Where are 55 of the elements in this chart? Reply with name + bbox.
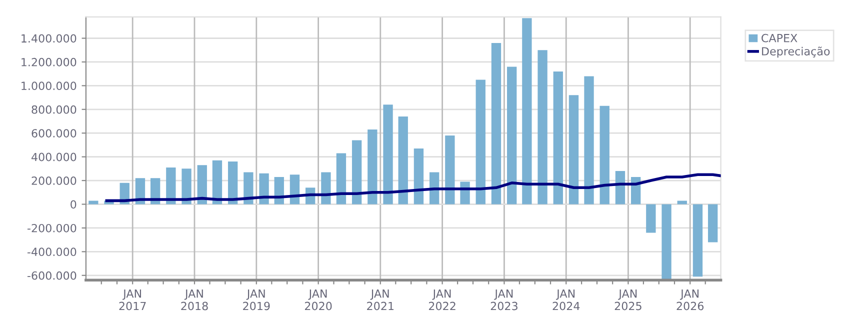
- bar: [429, 172, 440, 204]
- bar: [677, 200, 687, 204]
- bar: [491, 42, 502, 204]
- bar: [166, 167, 176, 204]
- bar: [507, 66, 517, 204]
- y-tick-label: -400.000: [28, 248, 76, 256]
- bar: [398, 116, 408, 204]
- bar: [182, 168, 192, 204]
- bar: [321, 172, 331, 204]
- bar: [414, 148, 424, 204]
- x-tick-label: JAN 2018: [181, 290, 208, 310]
- bar: [228, 162, 238, 204]
- x-tick-label: JAN 2021: [367, 290, 394, 310]
- bar: [662, 204, 672, 280]
- bar: [383, 104, 393, 204]
- bar: [692, 204, 703, 277]
- bar: [708, 204, 718, 242]
- x-tick-label: JAN 2023: [490, 290, 518, 310]
- bar: [368, 130, 378, 204]
- y-tick-label: 800.000: [32, 105, 76, 114]
- bar: [336, 153, 346, 204]
- line-series: [105, 173, 721, 202]
- y-tick-label: 1.000.000: [22, 82, 76, 90]
- y-tick-label: 0: [70, 200, 76, 209]
- bar: [244, 172, 254, 204]
- bar: [197, 165, 207, 204]
- bar: [259, 173, 269, 204]
- x-tick-label: JAN 2019: [243, 290, 270, 310]
- bar: [476, 80, 486, 204]
- y-tick-label: 1.400.000: [22, 34, 76, 43]
- bar: [522, 18, 532, 204]
- bar: [538, 50, 548, 204]
- y-tick-label: -200.000: [28, 224, 76, 232]
- legend-label: CAPEX: [762, 34, 798, 42]
- bar: [212, 160, 222, 204]
- bar: [352, 140, 362, 204]
- x-tick-label: JAN 2024: [552, 290, 580, 310]
- y-tick-label: 200.000: [32, 176, 76, 185]
- legend-label: Depreciação: [762, 46, 830, 58]
- x-tick-label: JAN 2026: [676, 290, 704, 310]
- bar: [445, 135, 455, 204]
- y-tick-label: 1.200.000: [22, 58, 76, 66]
- y-tick-label: -600.000: [28, 271, 76, 280]
- x-tick-label: JAN 2025: [614, 290, 642, 310]
- bar: [88, 200, 98, 204]
- x-tick-label: JAN 2022: [428, 290, 456, 310]
- bar: [568, 95, 579, 204]
- x-tick-label: JAN 2020: [304, 290, 332, 310]
- bar: [600, 106, 610, 204]
- y-tick-label: 400.000: [32, 152, 76, 162]
- bar: [584, 76, 594, 204]
- bar: [646, 204, 656, 233]
- x-tick-label: JAN 2017: [119, 290, 146, 310]
- bar: [553, 71, 563, 204]
- y-tick-label: 600.000: [32, 129, 76, 138]
